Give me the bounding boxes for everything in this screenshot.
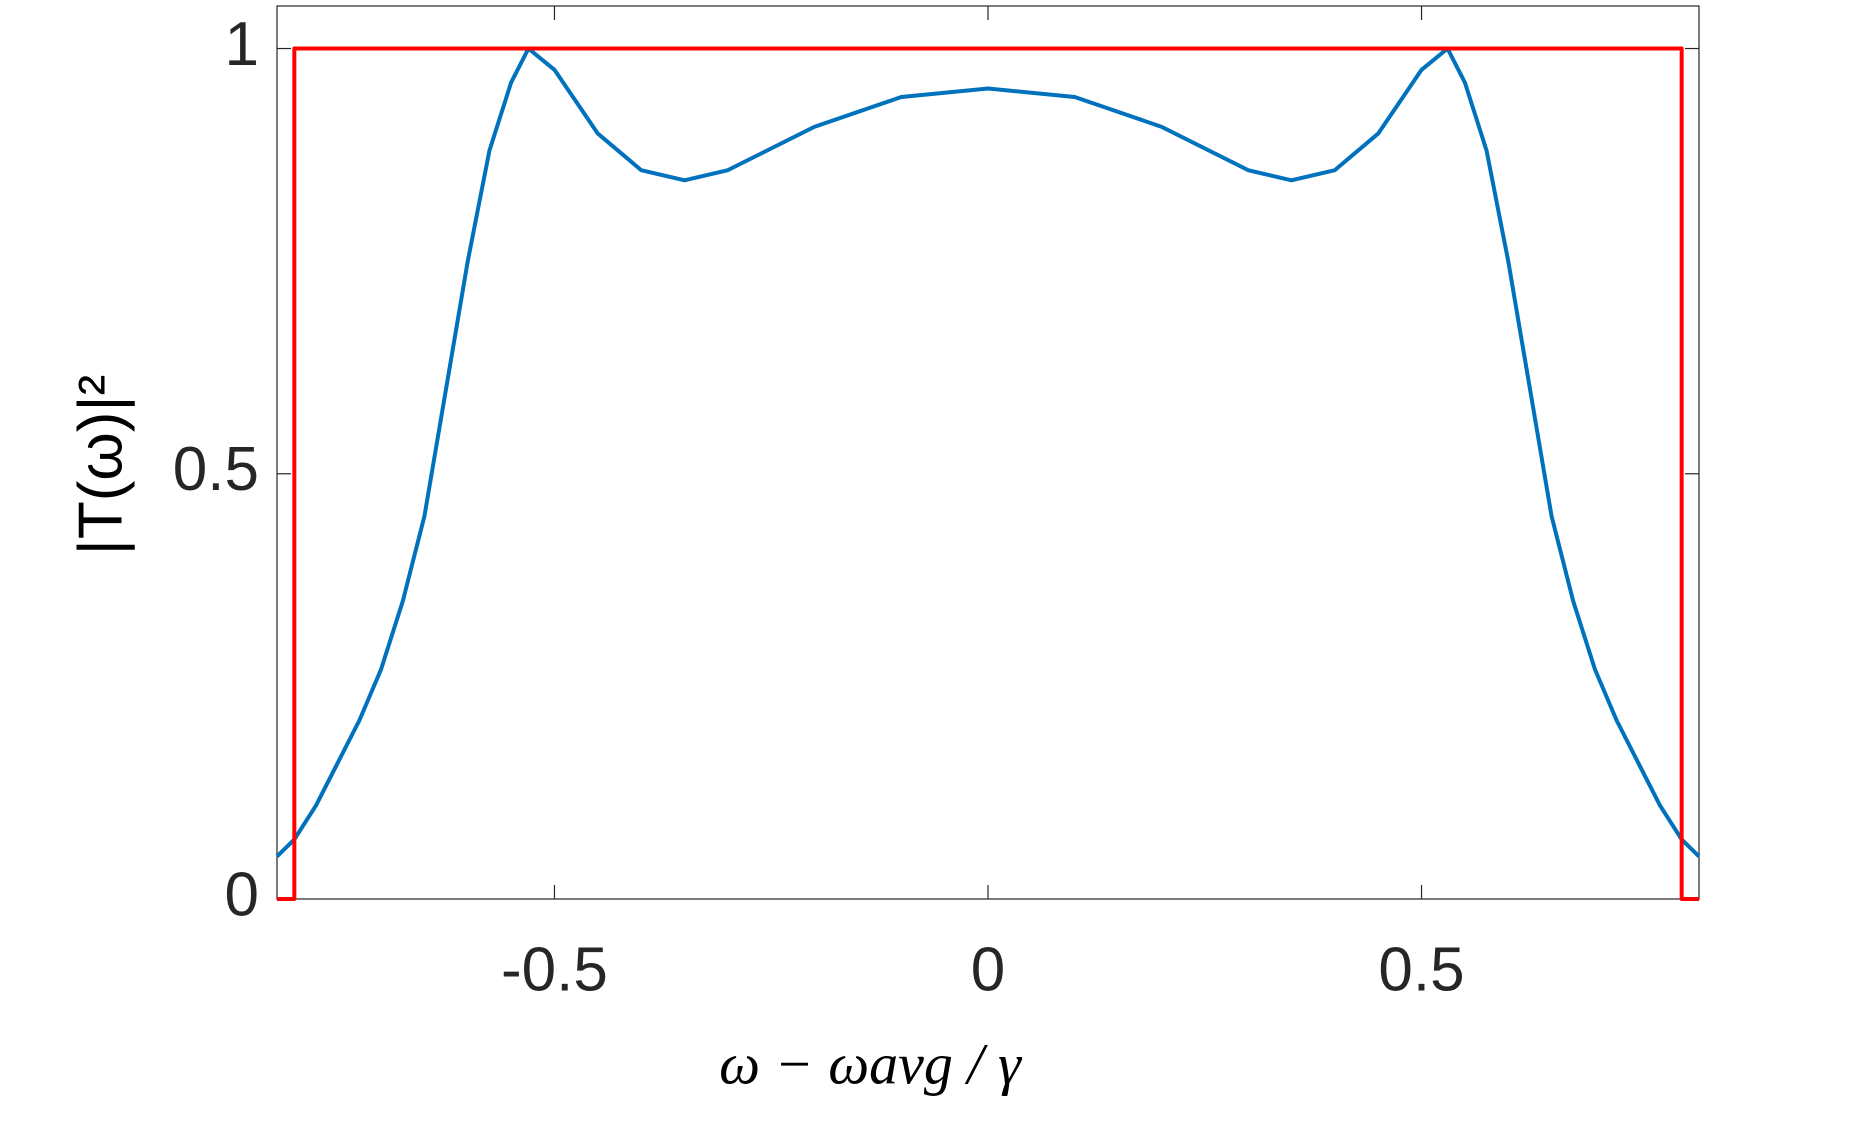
- y-tick-label: 0.5: [173, 435, 259, 504]
- series-line: [275, 46, 1701, 858]
- x-axis-label: ω − ωavg / γ: [719, 1031, 1023, 1096]
- series-line: [277, 46, 1699, 901]
- y-tick-label: 1: [225, 10, 259, 79]
- x-tick-label: -0.5: [501, 935, 608, 1004]
- y-axis-label: |T(ω)|²: [66, 375, 135, 555]
- plot-area: [276, 5, 1700, 900]
- x-tick-label: 0.5: [1378, 935, 1464, 1004]
- x-tick-label: 0: [971, 935, 1005, 1004]
- y-tick-label: 0: [225, 860, 259, 929]
